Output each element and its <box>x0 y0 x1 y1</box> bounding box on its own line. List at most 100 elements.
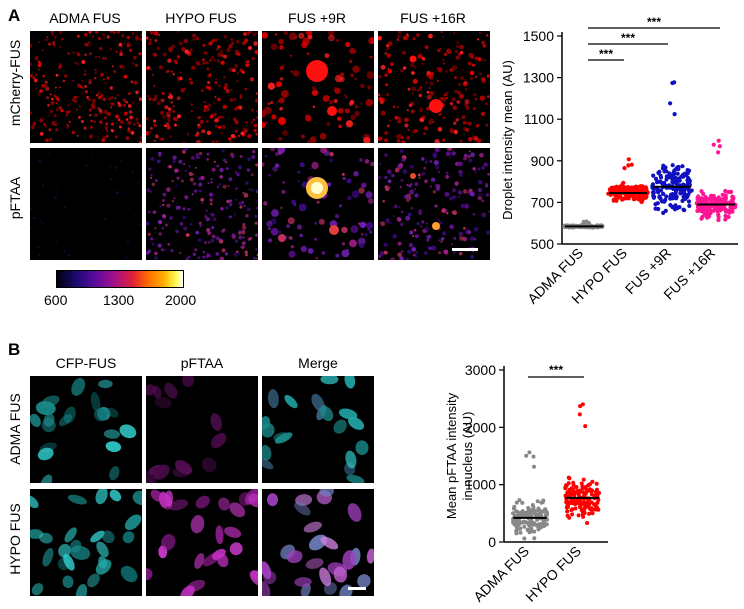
droplet <box>457 190 463 195</box>
droplet <box>473 226 479 232</box>
droplet <box>162 214 167 219</box>
droplet <box>463 127 467 131</box>
droplet <box>462 226 466 230</box>
droplet <box>361 182 367 188</box>
data-point <box>567 501 572 506</box>
droplet <box>413 228 417 232</box>
droplet <box>94 113 99 117</box>
droplet <box>120 160 122 162</box>
data-point <box>596 498 601 502</box>
droplet <box>290 70 293 73</box>
droplet <box>98 56 100 58</box>
droplet <box>423 166 427 170</box>
droplet <box>390 62 394 67</box>
droplet <box>345 96 348 99</box>
droplet <box>231 235 237 240</box>
cell-nucleus <box>338 408 358 420</box>
droplet <box>68 254 71 257</box>
droplet <box>201 202 204 205</box>
data-point <box>668 192 674 197</box>
droplet <box>352 65 360 73</box>
droplet <box>406 193 411 198</box>
droplet <box>425 230 428 233</box>
droplet <box>214 81 218 85</box>
droplet <box>203 109 206 112</box>
cell-nucleus <box>210 413 222 431</box>
droplet <box>458 93 464 99</box>
droplet <box>75 150 79 153</box>
droplet <box>92 98 96 103</box>
droplet <box>151 242 155 246</box>
micrograph-adma-mcherry <box>30 31 142 143</box>
droplet <box>436 187 440 191</box>
droplet <box>65 113 69 117</box>
cell-nucleus <box>201 457 217 473</box>
droplet <box>37 63 41 67</box>
droplet <box>104 57 107 60</box>
droplet <box>347 195 352 201</box>
data-point <box>716 150 721 155</box>
droplet <box>33 217 36 220</box>
data-point <box>682 208 687 213</box>
droplet <box>135 117 139 121</box>
cell-nucleus <box>30 495 39 509</box>
droplet <box>238 201 243 206</box>
data-point <box>686 199 692 204</box>
droplet <box>263 106 272 115</box>
cell-nucleus <box>31 583 44 596</box>
droplet <box>349 59 353 64</box>
colorbar <box>56 270 184 288</box>
data-point <box>672 207 678 212</box>
droplet <box>429 99 443 113</box>
droplet <box>214 118 219 123</box>
droplet <box>146 116 149 121</box>
data-point <box>589 500 594 505</box>
droplet <box>394 115 399 120</box>
droplet <box>460 203 465 208</box>
droplet <box>453 32 456 34</box>
droplet <box>307 248 314 254</box>
droplet <box>477 38 480 41</box>
droplet <box>37 92 41 96</box>
droplet <box>283 31 288 36</box>
droplet <box>56 108 59 112</box>
droplet <box>95 31 99 34</box>
droplet <box>76 62 80 66</box>
droplet <box>202 250 206 254</box>
droplet <box>322 95 330 102</box>
droplet <box>264 121 269 126</box>
droplet <box>449 128 453 133</box>
data-point <box>530 503 535 507</box>
droplet <box>179 71 182 74</box>
cell-nucleus <box>122 531 135 544</box>
cell-nucleus <box>284 394 298 409</box>
droplet <box>106 35 110 39</box>
droplet <box>173 197 176 200</box>
droplet <box>252 32 257 37</box>
droplet <box>131 31 135 35</box>
droplet <box>337 116 342 121</box>
data-point <box>699 189 704 194</box>
droplet <box>46 35 49 38</box>
droplet <box>217 115 221 120</box>
droplet <box>84 85 87 88</box>
droplet <box>178 41 183 46</box>
droplet <box>137 182 139 184</box>
droplet <box>220 53 224 57</box>
droplet <box>400 222 404 226</box>
droplet <box>365 98 374 107</box>
droplet <box>88 81 92 85</box>
droplet <box>278 234 286 242</box>
droplet <box>103 37 106 40</box>
data-point <box>636 196 641 202</box>
droplet <box>88 78 92 83</box>
droplet <box>341 226 348 234</box>
droplet <box>198 221 203 226</box>
data-point <box>626 157 631 162</box>
droplet <box>225 161 228 164</box>
droplet <box>487 172 490 176</box>
droplet <box>51 101 55 104</box>
droplet <box>312 105 316 109</box>
droplet <box>451 151 456 156</box>
cell-nucleus <box>210 432 227 449</box>
